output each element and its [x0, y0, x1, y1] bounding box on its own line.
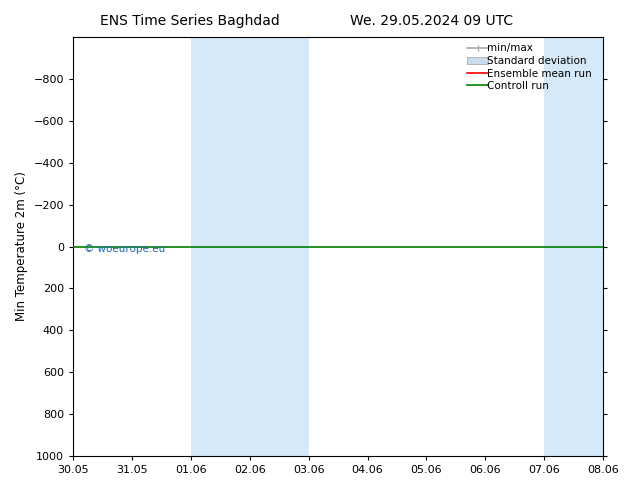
Text: © woeurope.eu: © woeurope.eu [84, 245, 165, 254]
Legend: min/max, Standard deviation, Ensemble mean run, Controll run: min/max, Standard deviation, Ensemble me… [464, 40, 600, 94]
Text: We. 29.05.2024 09 UTC: We. 29.05.2024 09 UTC [349, 14, 513, 28]
Bar [544, 37, 603, 456]
Bar [191, 37, 309, 456]
Text: ENS Time Series Baghdad: ENS Time Series Baghdad [100, 14, 280, 28]
Y-axis label: Min Temperature 2m (°C): Min Temperature 2m (°C) [15, 172, 28, 321]
